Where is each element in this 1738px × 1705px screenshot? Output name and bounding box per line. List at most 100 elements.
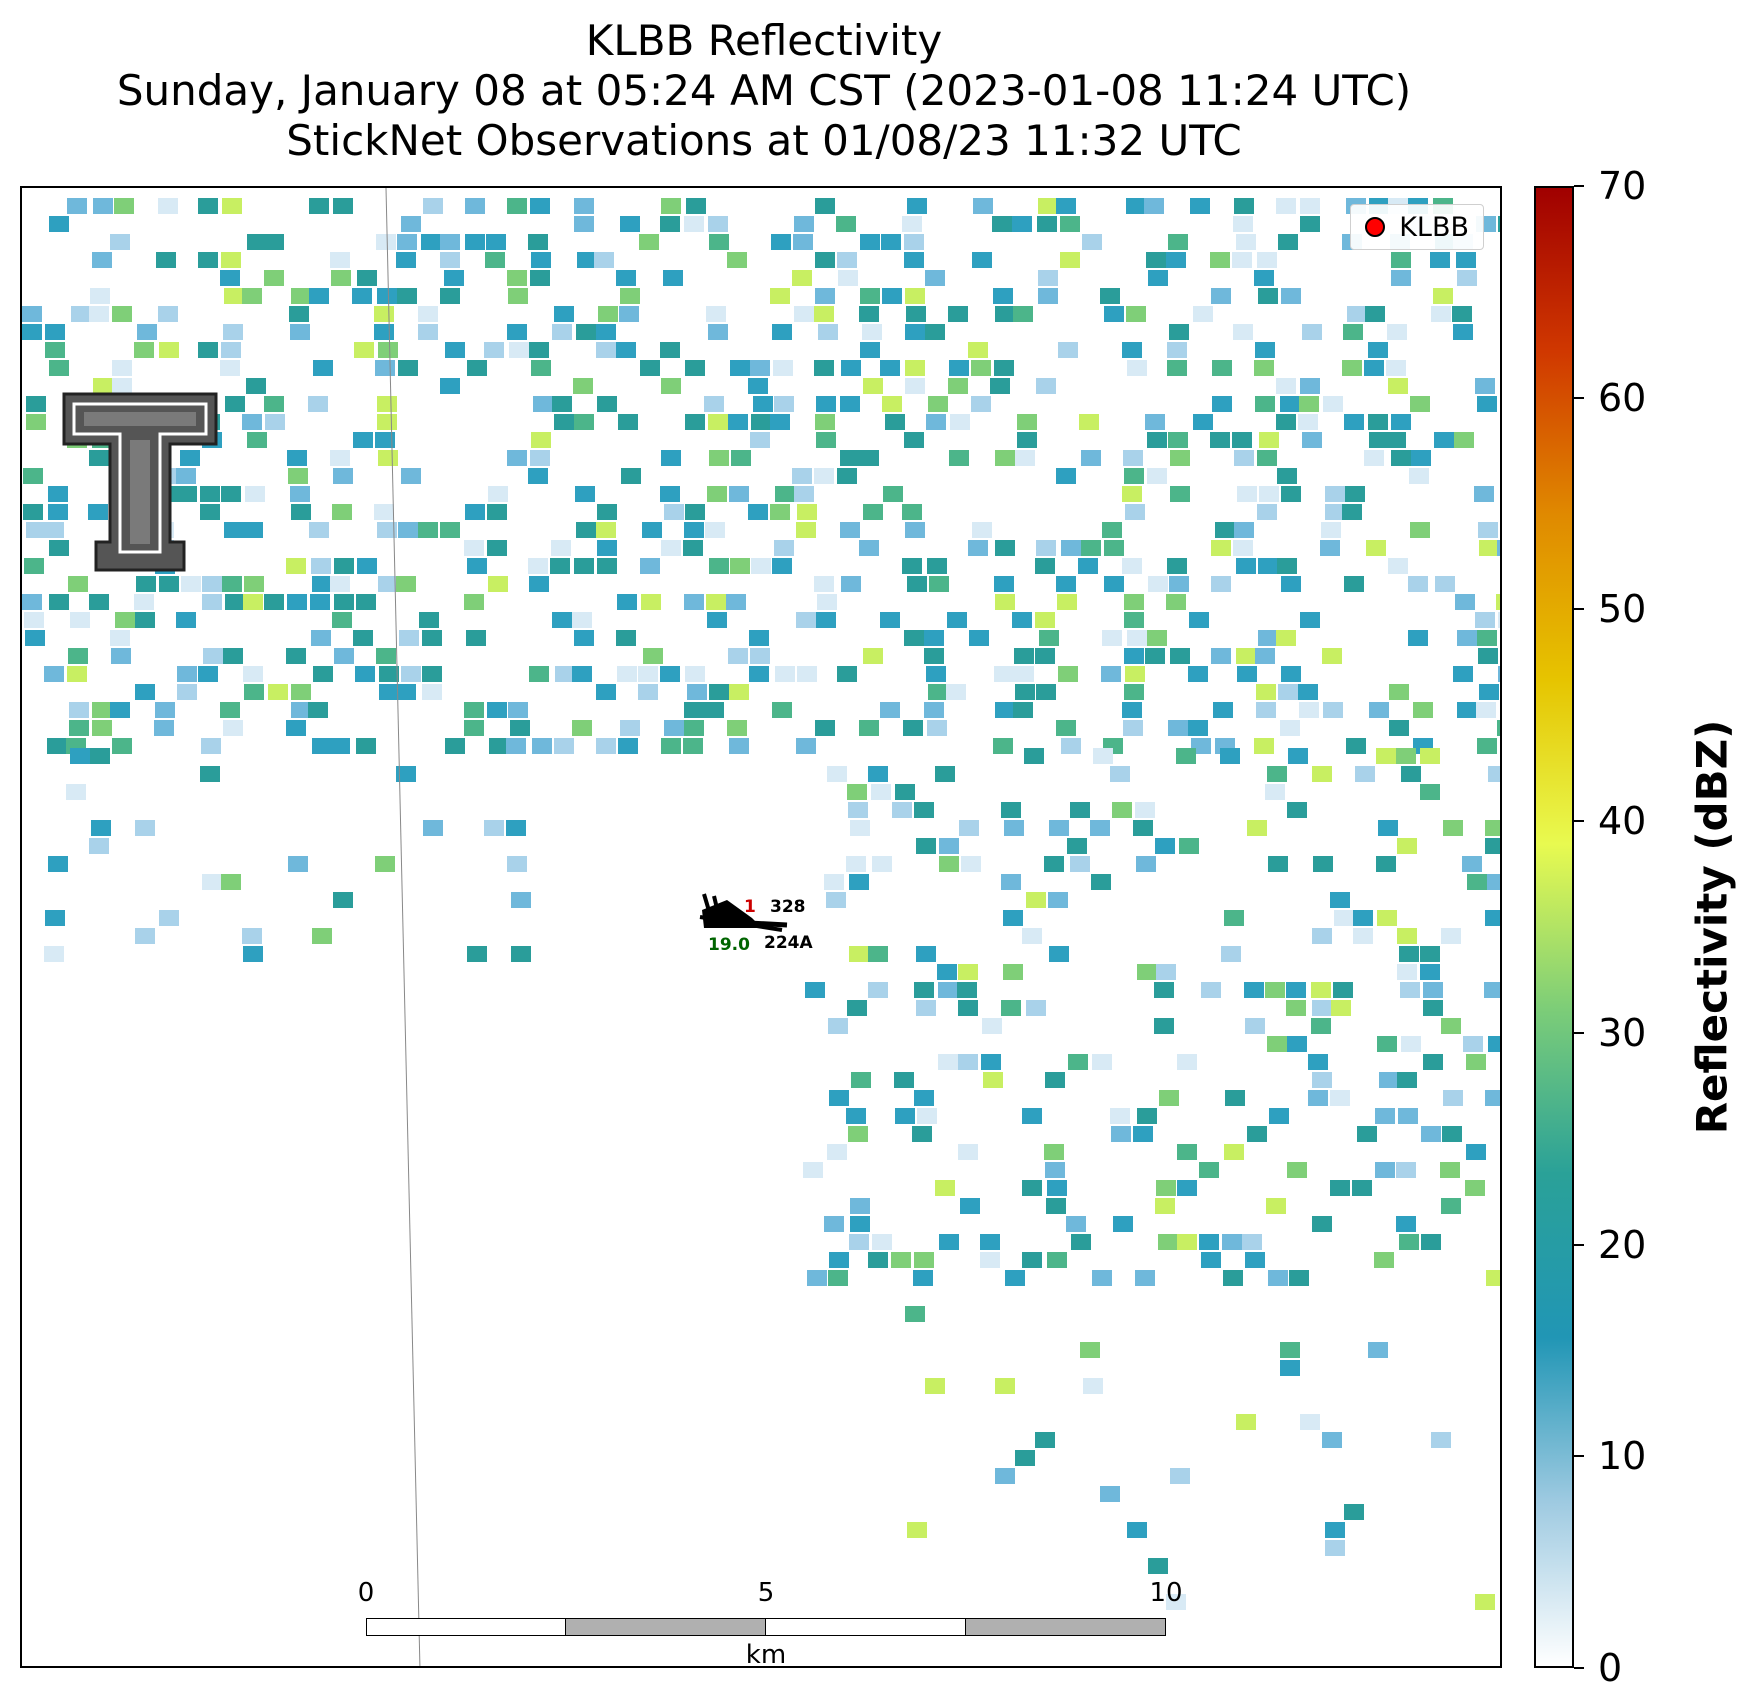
reflectivity-cell bbox=[1035, 1432, 1055, 1448]
reflectivity-cell bbox=[709, 450, 729, 466]
reflectivity-cell bbox=[1313, 856, 1333, 872]
reflectivity-cell bbox=[937, 964, 957, 980]
reflectivity-cell bbox=[134, 342, 154, 358]
reflectivity-cell bbox=[818, 324, 838, 340]
reflectivity-cell bbox=[772, 558, 792, 574]
reflectivity-cell bbox=[895, 784, 915, 800]
reflectivity-cell bbox=[992, 216, 1012, 232]
reflectivity-cell bbox=[914, 1090, 934, 1106]
reflectivity-cell bbox=[730, 360, 750, 376]
reflectivity-cell bbox=[616, 342, 636, 358]
reflectivity-cell bbox=[1147, 630, 1167, 646]
reflectivity-cell bbox=[597, 558, 617, 574]
reflectivity-cell bbox=[243, 946, 263, 962]
reflectivity-cell bbox=[827, 766, 847, 782]
reflectivity-cell bbox=[89, 306, 109, 322]
reflectivity-cell bbox=[1258, 288, 1278, 304]
station-cluster-mark bbox=[702, 900, 762, 928]
reflectivity-cell bbox=[927, 558, 947, 574]
reflectivity-cell bbox=[1091, 874, 1111, 890]
reflectivity-cell bbox=[947, 612, 967, 628]
reflectivity-cell bbox=[1127, 360, 1147, 376]
reflectivity-cell bbox=[1154, 1018, 1174, 1034]
reflectivity-cell bbox=[135, 684, 155, 700]
reflectivity-cell bbox=[311, 630, 331, 646]
reflectivity-cell bbox=[841, 576, 861, 592]
reflectivity-cell bbox=[222, 576, 242, 592]
reflectivity-cell bbox=[1179, 838, 1199, 854]
reflectivity-cell bbox=[159, 576, 179, 592]
reflectivity-cell bbox=[1344, 1504, 1364, 1520]
reflectivity-cell bbox=[685, 360, 705, 376]
colorbar-tick-mark bbox=[1574, 1667, 1584, 1669]
reflectivity-cell bbox=[1300, 198, 1320, 214]
reflectivity-cell bbox=[1364, 360, 1384, 376]
reflectivity-cell bbox=[244, 684, 264, 700]
reflectivity-cell bbox=[851, 1072, 871, 1088]
reflectivity-cell bbox=[1014, 648, 1034, 664]
reflectivity-cell bbox=[708, 324, 728, 340]
reflectivity-cell bbox=[1122, 558, 1142, 574]
reflectivity-cell bbox=[728, 648, 748, 664]
reflectivity-cell bbox=[1026, 1000, 1046, 1016]
reflectivity-cell bbox=[925, 1378, 945, 1394]
reflectivity-cell bbox=[1289, 1270, 1309, 1286]
reflectivity-cell bbox=[924, 702, 944, 718]
reflectivity-cell bbox=[1170, 648, 1190, 664]
reflectivity-cell bbox=[1500, 576, 1502, 592]
reflectivity-cell bbox=[664, 720, 684, 736]
reflectivity-cell bbox=[440, 234, 460, 250]
reflectivity-cell bbox=[1017, 432, 1037, 448]
reflectivity-cell bbox=[850, 1216, 870, 1232]
colorbar-tick-mark bbox=[1574, 396, 1584, 399]
reflectivity-cell bbox=[792, 468, 812, 484]
reflectivity-cell bbox=[1177, 1180, 1197, 1196]
reflectivity-cell bbox=[995, 1468, 1015, 1484]
reflectivity-cell bbox=[1104, 576, 1124, 592]
colorbar-tick-label: 10 bbox=[1598, 1434, 1647, 1479]
reflectivity-cell bbox=[1467, 874, 1487, 890]
reflectivity-cell bbox=[905, 378, 925, 394]
reflectivity-cell bbox=[828, 1270, 848, 1286]
reflectivity-cell bbox=[310, 594, 330, 610]
reflectivity-cell bbox=[334, 558, 354, 574]
reflectivity-cell bbox=[946, 684, 966, 700]
reflectivity-cell bbox=[48, 504, 68, 520]
reflectivity-cell bbox=[1044, 856, 1064, 872]
reflectivity-cell bbox=[1399, 1234, 1419, 1250]
reflectivity-cell bbox=[1396, 748, 1416, 764]
reflectivity-cell bbox=[848, 802, 868, 818]
reflectivity-cell bbox=[868, 1252, 888, 1268]
colorbar-title: Reflectivity (dBZ) bbox=[1687, 719, 1737, 1135]
reflectivity-cell bbox=[972, 522, 992, 538]
reflectivity-cell bbox=[506, 820, 526, 836]
reflectivity-cell bbox=[1254, 360, 1274, 376]
reflectivity-cell bbox=[1299, 702, 1319, 718]
reflectivity-cell bbox=[939, 838, 959, 854]
reflectivity-cell bbox=[49, 216, 69, 232]
reflectivity-cell bbox=[914, 982, 934, 998]
reflectivity-cell bbox=[1135, 802, 1155, 818]
reflectivity-cell bbox=[929, 576, 949, 592]
reflectivity-cell bbox=[660, 342, 680, 358]
reflectivity-cell bbox=[727, 720, 747, 736]
reflectivity-cell bbox=[872, 1234, 892, 1250]
reflectivity-cell bbox=[750, 432, 770, 448]
reflectivity-cell bbox=[1158, 1234, 1178, 1250]
reflectivity-cell bbox=[243, 522, 263, 538]
reflectivity-cell bbox=[554, 306, 574, 322]
reflectivity-cell bbox=[1056, 198, 1076, 214]
reflectivity-cell bbox=[531, 432, 551, 448]
reflectivity-cell bbox=[313, 666, 333, 682]
reflectivity-cell bbox=[575, 486, 595, 502]
reflectivity-cell bbox=[220, 360, 240, 376]
reflectivity-cell bbox=[445, 738, 465, 754]
reflectivity-cell bbox=[1236, 558, 1256, 574]
reflectivity-cell bbox=[135, 612, 155, 628]
reflectivity-cell bbox=[660, 486, 680, 502]
reflectivity-cell bbox=[1147, 432, 1167, 448]
reflectivity-cell bbox=[868, 982, 888, 998]
radar-map[interactable]: 1 328 19.0 224A KLBB 0 5 10 km bbox=[20, 186, 1502, 1668]
colorbar-tick-label: 60 bbox=[1598, 375, 1647, 420]
reflectivity-cell bbox=[1090, 820, 1110, 836]
